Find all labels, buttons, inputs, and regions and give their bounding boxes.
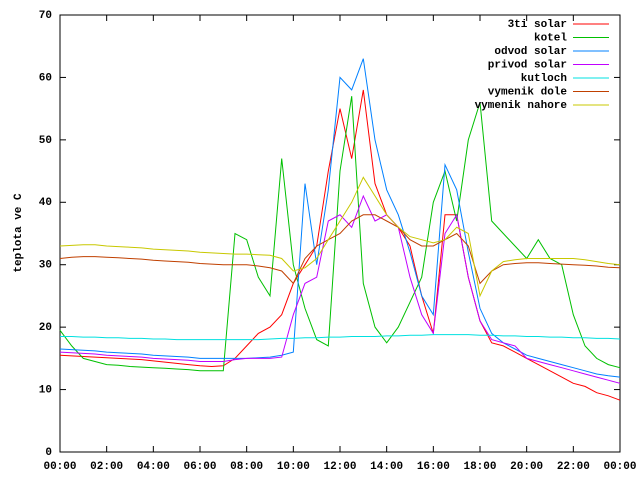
x-tick-label: 00:00 [43, 461, 76, 473]
series-line [60, 334, 621, 341]
series-line [59, 214, 621, 285]
legend-label: odvod solar [494, 46, 567, 58]
x-tick-label: 22:00 [557, 461, 590, 473]
x-tick-label: 10:00 [277, 461, 310, 473]
x-tick-label: 20:00 [510, 461, 543, 473]
y-tick-label: 20 [39, 322, 52, 334]
x-tick-label: 16:00 [417, 461, 450, 473]
legend-label: 3ti solar [508, 19, 567, 31]
legend-label: kotel [534, 32, 567, 44]
legend-label: vymenik dole [488, 86, 568, 98]
legend-label: kutloch [521, 73, 567, 85]
x-tick-label: 06:00 [183, 461, 216, 473]
series-line [59, 58, 621, 378]
y-tick-label: 60 [39, 72, 52, 84]
series-line [59, 176, 621, 298]
y-axis-label: teplota ve C [13, 193, 25, 273]
y-tick-label: 50 [39, 135, 52, 147]
x-tick-label: 02:00 [90, 461, 123, 473]
legend-label: vymenik nahore [475, 100, 568, 112]
y-tick-label: 10 [39, 384, 52, 396]
x-tick-label: 18:00 [463, 461, 496, 473]
series-line [59, 194, 621, 384]
x-tick-label: 08:00 [230, 461, 263, 473]
x-tick-label: 14:00 [370, 461, 403, 473]
y-tick-label: 70 [39, 10, 52, 22]
x-tick-label: 12:00 [323, 461, 356, 473]
y-tick-label: 30 [39, 260, 52, 272]
y-tick-label: 0 [45, 447, 52, 459]
x-tick-label: 00:00 [603, 461, 636, 473]
legend-label: privod solar [488, 59, 567, 71]
x-tick-label: 04:00 [137, 461, 170, 473]
y-tick-label: 40 [39, 197, 52, 209]
